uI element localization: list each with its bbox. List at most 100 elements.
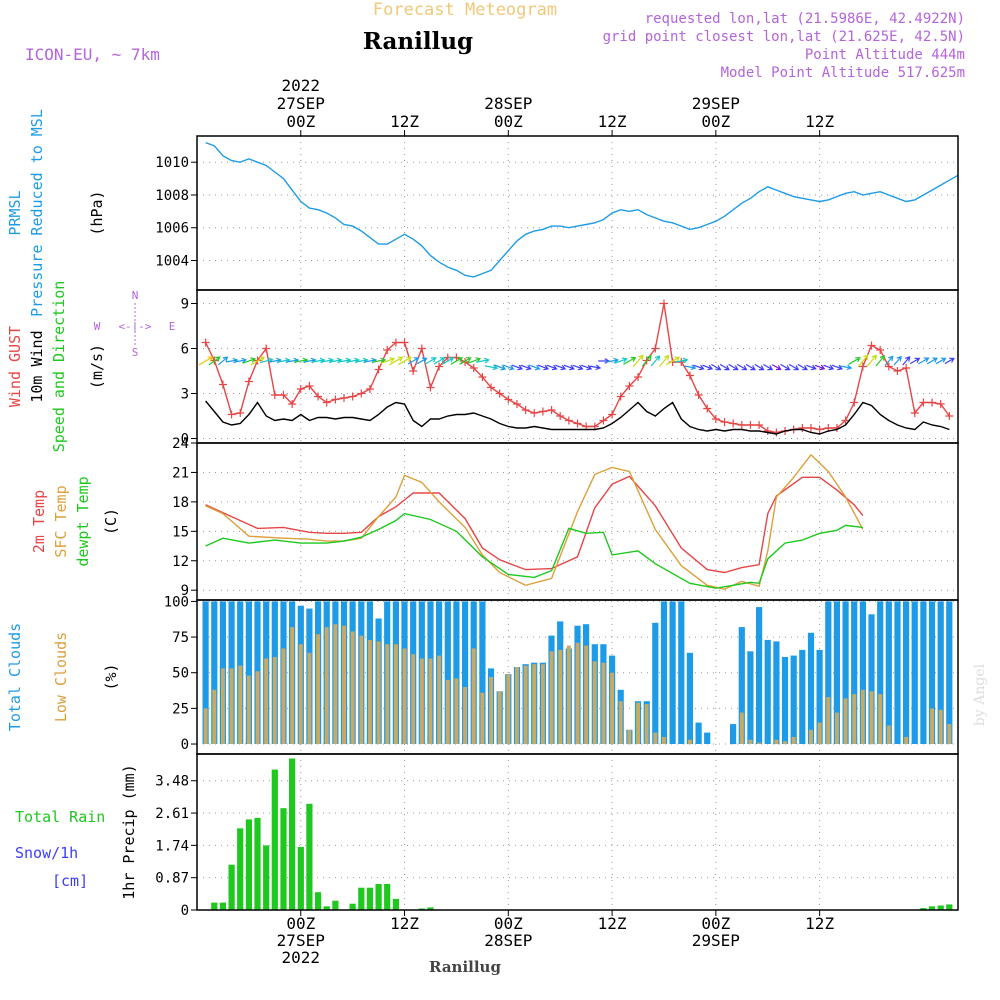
gust-marker [521, 406, 530, 414]
wind-direction-arrow [702, 364, 714, 371]
bar-low-clouds [307, 652, 312, 745]
bar-total-rain [254, 817, 261, 910]
bar-low-clouds [757, 742, 762, 744]
gust-marker [512, 400, 521, 408]
bar-total-clouds [444, 601, 451, 744]
wind-direction-arrow [875, 355, 886, 367]
panel-label: PRMSL [6, 190, 24, 235]
gust-marker [322, 398, 331, 407]
bar-low-clouds [212, 689, 217, 744]
gust-marker [867, 341, 876, 350]
wind-direction-arrow [754, 363, 765, 371]
panel-label: SFC Temp [52, 485, 70, 557]
bar-low-clouds [411, 654, 416, 744]
bar-total-rain [263, 845, 270, 910]
bar-low-clouds [558, 649, 563, 744]
bar-low-clouds [281, 648, 286, 744]
gust-marker [858, 362, 867, 371]
wind-direction-arrow [632, 354, 644, 368]
bar-total-rain [297, 846, 304, 910]
ytick-label: 3 [181, 387, 189, 403]
wind-direction-arrow [416, 357, 428, 365]
wind-direction-arrow [433, 357, 446, 365]
unit-label: (%) [102, 663, 120, 690]
wind-direction-arrow [902, 356, 911, 366]
gust-marker [659, 299, 668, 308]
gust-marker [634, 373, 643, 381]
wind-direction-arrow [866, 354, 877, 367]
wind-direction-arrow [909, 357, 921, 365]
bar-low-clouds [298, 644, 303, 744]
bar-total-rain [375, 884, 382, 910]
top-time-label: 28SEP [484, 94, 532, 113]
wind-direction-arrow [641, 354, 652, 367]
panel-clouds: 0 25 50 75 100 Total Clouds Low Clouds (%) [6, 594, 959, 755]
top-time-label: 00Z [701, 112, 730, 131]
bottom-time-label: 2022 [282, 948, 321, 967]
bar-low-clouds [809, 729, 813, 745]
bar-low-clouds [938, 709, 943, 744]
wind-direction-arrow [606, 357, 619, 364]
bar-total-clouds [790, 655, 797, 744]
bar-low-clouds [644, 704, 649, 744]
bar-low-clouds [636, 702, 640, 745]
series-line-prmsl [205, 141, 959, 278]
bar-low-clouds [376, 641, 381, 745]
ytick-label: 1.74 [155, 838, 189, 854]
bar-low-clouds [229, 668, 234, 744]
wind-direction-arrow [831, 364, 844, 371]
unit-label: (m/s) [88, 344, 106, 389]
bar-total-rain [271, 769, 278, 910]
wind-direction-arrow [650, 355, 661, 367]
panel-temperature: 9 12 15 18 21 24 2m Temp SFC Temp dewpt Temp (C) [30, 436, 959, 601]
wind-direction-arrow [693, 364, 705, 371]
supertitle: Forecast Meteogram [373, 0, 557, 20]
bar-low-clouds [662, 736, 666, 744]
bar-total-clouds [894, 601, 901, 744]
gust-marker [400, 338, 409, 347]
gust-marker [711, 415, 720, 423]
bar-low-clouds [549, 651, 554, 744]
top-time-label: 12Z [390, 112, 419, 131]
wind-direction-arrow [589, 364, 602, 371]
ytick-label: 3.48 [155, 774, 189, 790]
gust-marker [236, 409, 245, 417]
wind-direction-arrow [459, 357, 472, 365]
bar-total-clouds [825, 601, 832, 744]
bar-low-clouds [541, 664, 545, 745]
bottom-time-label: 00Z [701, 914, 730, 933]
unit-label: (C) [102, 508, 120, 535]
wind-direction-arrow [450, 357, 464, 365]
bar-low-clouds [342, 625, 346, 745]
gust-marker [495, 389, 504, 398]
bar-low-clouds [566, 645, 571, 744]
bar-total-clouds [885, 601, 892, 744]
gust-marker [314, 392, 323, 401]
bar-low-clouds [532, 664, 537, 745]
bar-low-clouds [506, 674, 511, 744]
gust-marker [469, 364, 478, 372]
bar-low-clouds [791, 736, 796, 744]
gust-marker [530, 409, 539, 417]
bar-total-clouds [937, 601, 944, 744]
bar-total-clouds [807, 632, 815, 744]
gust-marker [383, 346, 392, 354]
wind-direction-arrow [242, 357, 257, 364]
bar-total-clouds [738, 627, 745, 744]
compass-e: E [169, 320, 176, 333]
ytick-label: 75 [172, 630, 189, 646]
panel-label: [cm] [52, 872, 88, 890]
gust-marker [417, 344, 426, 353]
bar-total-rain [946, 904, 953, 910]
bar-total-clouds [686, 652, 693, 745]
gust-marker [305, 382, 314, 390]
bar-low-clouds [869, 691, 874, 745]
ytick-label: 50 [172, 666, 189, 682]
bar-total-rain [280, 808, 287, 910]
bar-low-clouds [774, 739, 779, 744]
ytick-label: 0.87 [155, 871, 189, 887]
wind-direction-arrow [250, 356, 266, 366]
bar-total-clouds [877, 601, 884, 744]
bar-low-clouds [290, 627, 295, 744]
gust-marker [435, 362, 444, 371]
